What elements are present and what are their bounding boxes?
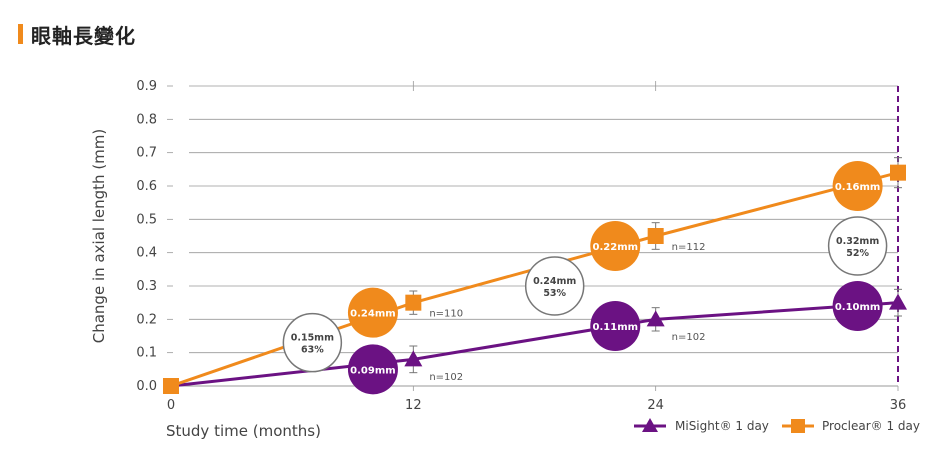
x-tick-label: 12: [405, 398, 422, 413]
difference-bubble: [524, 256, 585, 316]
y-tick-label: 0.5: [136, 212, 157, 227]
y-tick-label: 0.3: [136, 279, 157, 294]
difference-value: 0.32mm: [836, 236, 879, 247]
misight-change-bubble: [347, 344, 398, 395]
heading-accent-bar: [18, 24, 23, 44]
x-axis-label: Study time (months): [166, 422, 321, 440]
x-tick-label: 0: [167, 398, 175, 413]
sample-size-label: n=110: [429, 309, 463, 320]
difference-bubble: [282, 312, 343, 373]
proclear-change-bubble: [832, 161, 883, 211]
misight-change-value: 0.11mm: [593, 322, 639, 333]
y-tick-label: 0.7: [136, 146, 157, 161]
y-tick-label: 0.2: [136, 312, 157, 327]
misight-marker: [404, 350, 423, 367]
proclear-change-value: 0.22mm: [593, 242, 639, 253]
proclear-marker: [405, 294, 422, 311]
proclear-marker: [890, 164, 906, 181]
difference-percent: 52%: [846, 248, 869, 259]
x-tick-label: 36: [890, 398, 907, 413]
difference-bubble: [827, 216, 888, 276]
misight-change-value: 0.10mm: [835, 302, 881, 313]
difference-value: 0.15mm: [291, 333, 334, 344]
y-tick-label: 0.6: [136, 179, 157, 194]
page-heading: 眼軸長變化: [18, 20, 136, 48]
misight-change-value: 0.09mm: [350, 365, 396, 376]
y-tick-label: 0.1: [136, 346, 157, 361]
y-tick-label: 0.0: [136, 379, 157, 394]
difference-percent: 63%: [301, 345, 324, 356]
proclear-change-value: 0.24mm: [350, 309, 396, 320]
legend-proclear-marker: [791, 419, 805, 433]
misight-change-bubble: [832, 281, 883, 331]
y-tick-label: 0.9: [136, 79, 157, 94]
proclear-change-value: 0.16mm: [835, 182, 881, 193]
y-tick-label: 0.8: [136, 112, 157, 127]
misight-marker: [889, 293, 907, 310]
sample-size-label: n=102: [429, 372, 463, 383]
y-axis-label: Change in axial length (mm): [90, 129, 108, 344]
proclear-change-bubble: [590, 221, 641, 271]
misight-marker: [646, 310, 665, 327]
difference-percent: 53%: [543, 288, 566, 299]
x-tick-label: 24: [647, 398, 664, 413]
proclear-marker: [647, 228, 664, 244]
page-title: 眼軸長變化: [31, 23, 136, 48]
sample-size-label: n=102: [672, 332, 706, 343]
series-line-misight: [170, 301, 899, 388]
y-tick-label: 0.4: [136, 246, 157, 261]
proclear-change-bubble: [347, 287, 398, 338]
legend-proclear-label: Proclear® 1 day: [822, 419, 920, 433]
proclear-marker: [163, 378, 179, 394]
legend-misight-marker: [642, 418, 658, 432]
legend-misight-label: MiSight® 1 day: [675, 419, 769, 433]
difference-value: 0.24mm: [533, 276, 576, 287]
sample-size-label: n=112: [672, 242, 706, 253]
misight-change-bubble: [590, 301, 641, 351]
